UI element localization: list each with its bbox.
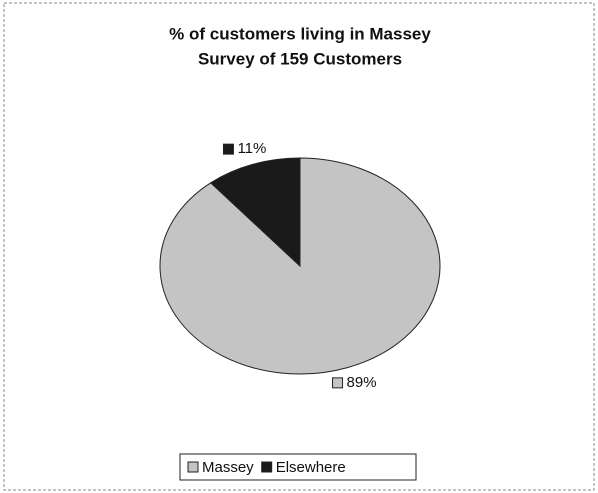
data-label: 11% — [237, 140, 266, 157]
legend-label: Elsewhere — [276, 459, 346, 476]
chart-subtitle: Survey of 159 Customers — [198, 49, 402, 68]
chart-title: % of customers living in Massey — [169, 24, 431, 43]
data-label-key — [332, 377, 344, 389]
chart-frame — [3, 2, 595, 491]
legend-label: Massey — [202, 459, 254, 476]
legend-box — [179, 453, 417, 481]
legend-key — [187, 461, 199, 473]
legend-key — [261, 461, 273, 473]
data-label-key — [222, 143, 234, 155]
data-label: 89% — [347, 374, 377, 391]
pie-slice — [209, 157, 301, 268]
